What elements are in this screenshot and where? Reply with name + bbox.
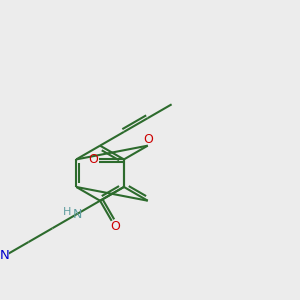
Text: N: N: [0, 249, 10, 262]
Text: O: O: [88, 153, 98, 166]
Text: O: O: [110, 220, 120, 233]
Text: H: H: [63, 207, 71, 217]
Text: O: O: [143, 133, 153, 146]
Text: N: N: [73, 208, 82, 221]
